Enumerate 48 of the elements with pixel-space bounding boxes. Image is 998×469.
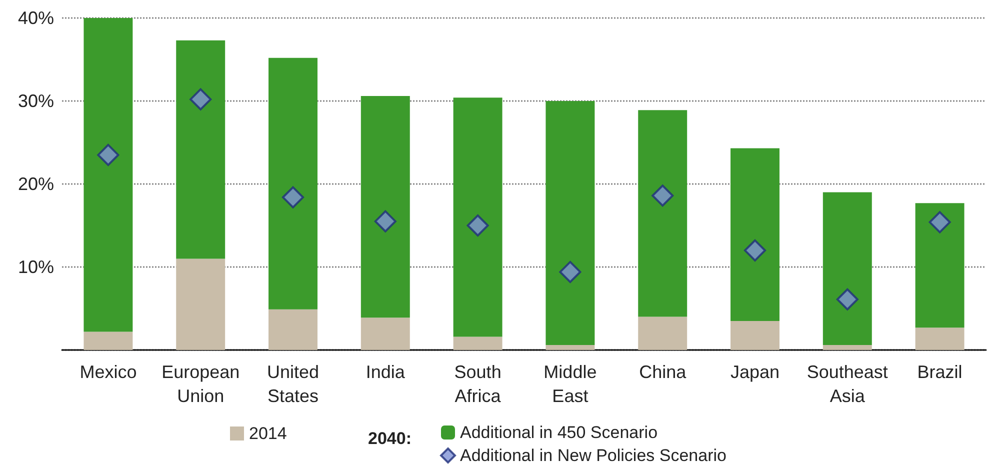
- bar: [638, 110, 688, 317]
- bar: [453, 336, 502, 350]
- legend-label: Additional in 450 Scenario: [460, 423, 658, 442]
- x-tick-label: Japan: [730, 362, 780, 382]
- bar: [176, 40, 226, 259]
- x-tick-label: Southeast Asia: [806, 362, 888, 406]
- legend-label: 2014: [249, 424, 287, 443]
- bar: [268, 58, 318, 310]
- bar: [360, 96, 410, 318]
- point: [190, 88, 212, 110]
- x-tick-label: South Africa: [454, 362, 502, 406]
- bar: [84, 332, 133, 350]
- bar: [915, 328, 964, 350]
- bar: [453, 98, 502, 337]
- x-tick-label: Mexico: [80, 362, 137, 382]
- point: [559, 260, 582, 283]
- x-tick-label: United States: [266, 362, 320, 406]
- x-tick-label: European Union: [162, 362, 240, 406]
- bar: [360, 318, 410, 350]
- y-tick-label: 10%: [18, 257, 54, 277]
- x-tick-label: China: [639, 362, 688, 382]
- bar: [730, 148, 780, 321]
- bar: [84, 18, 133, 332]
- y-tick-label: 20%: [18, 174, 54, 194]
- bar: [546, 345, 595, 350]
- bar: [176, 258, 226, 350]
- bar: [546, 101, 595, 346]
- point: [466, 214, 489, 236]
- point: [744, 239, 766, 262]
- point: [374, 210, 396, 232]
- point: [836, 288, 858, 310]
- x-tick-label: Middle East: [544, 362, 597, 406]
- bar: [915, 203, 964, 328]
- point: [652, 184, 674, 207]
- x-tick-label: Brazil: [917, 362, 962, 382]
- bar: [822, 345, 872, 350]
- x-tick-label: India: [366, 362, 406, 382]
- bar: [730, 320, 780, 350]
- bar: [638, 316, 688, 350]
- bar: [822, 192, 872, 346]
- bar: [268, 309, 318, 350]
- point: [97, 144, 120, 166]
- point: [282, 186, 304, 208]
- y-tick-label: 30%: [18, 91, 54, 111]
- legend-label: Additional in New Policies Scenario: [460, 446, 726, 465]
- point: [928, 211, 951, 234]
- y-tick-label: 40%: [18, 8, 54, 28]
- legend-title: 2040:: [368, 429, 412, 448]
